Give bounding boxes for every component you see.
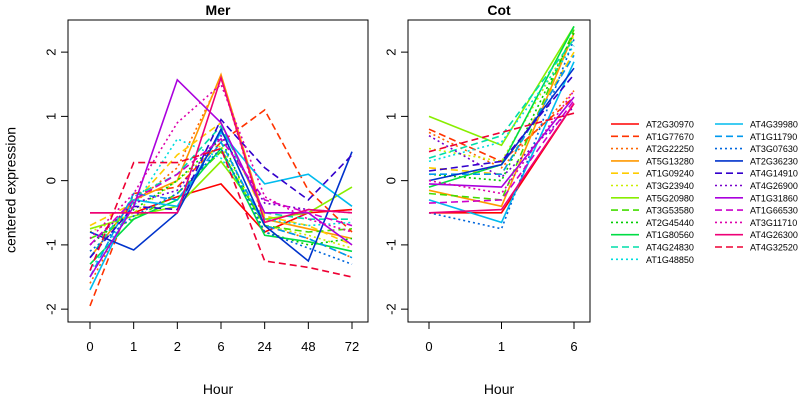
legend-label-at5g13280: AT5G13280	[646, 156, 694, 166]
mer-series-line-at1g48850	[89, 137, 353, 272]
legend-label-at4g39980: AT4G39980	[750, 120, 798, 130]
mer-series-line-at2g22250	[89, 75, 353, 284]
cot-series-line-at2g45440	[428, 32, 575, 182]
cot-chart-title: Cot	[487, 2, 511, 18]
mer-series-line-at4g39980	[89, 131, 353, 291]
cot-y-tick-label: 0	[383, 177, 398, 184]
cot-series-line-at4g14910	[428, 74, 575, 172]
mer-x-tick-label: 72	[345, 339, 359, 354]
cot-series-line-at4g39980	[428, 61, 575, 224]
cot-series-line-at2g30970	[429, 103, 575, 214]
mer-x-tick-label: 6	[217, 339, 224, 354]
legend-label-at3g23940: AT3G23940	[646, 181, 694, 191]
mer-x-axis-label: Hour	[203, 381, 234, 397]
legend-label-at1g09240: AT1G09240	[646, 169, 694, 179]
mer-y-tick-label: 1	[43, 113, 58, 120]
mer-series-line-at1g80560	[89, 147, 353, 265]
legend-label-at4g24830: AT4G24830	[646, 243, 694, 253]
mer-x-tick-label: 24	[257, 339, 271, 354]
mer-y-tick-label: 2	[43, 49, 58, 56]
cot-x-axis-label: Hour	[484, 381, 515, 397]
cot-x-tick-label: 1	[498, 339, 505, 354]
cot-plot-frame	[407, 19, 591, 323]
cot-y-tick-label: 1	[383, 113, 398, 120]
legend-label-at2g36230: AT2G36230	[750, 156, 798, 166]
cot-y-tick-label: -1	[383, 239, 398, 251]
legend-label-at2g22250: AT2G22250	[646, 144, 694, 154]
legend-label-at3g11710: AT3G11710	[750, 218, 797, 228]
cot-y-tick-label: 2	[383, 49, 398, 56]
cot-series-line-at4g32520	[428, 112, 575, 153]
panel-cot: Cot 0 1 6 Hour -2 -1 0 1 2	[383, 2, 591, 397]
mer-series-line-at4g32520	[89, 147, 353, 278]
mer-series-line-at4g24830	[89, 124, 352, 259]
mer-series-line-at1g11790	[89, 140, 353, 278]
legend-label-at1g80560: AT1G80560	[646, 230, 694, 240]
cot-series-line-at1g48850	[428, 45, 575, 163]
mer-plot-frame	[67, 19, 369, 323]
y-axis-label: centered expression	[3, 127, 19, 253]
legend-label-at1g31860: AT1G31860	[750, 193, 798, 203]
cot-series-line-at4g26300	[428, 103, 575, 214]
mer-series-line-at5g13280	[89, 72, 353, 259]
legend-label-at4g26900: AT4G26900	[750, 181, 798, 191]
cot-series-line-at1g31860	[428, 96, 575, 188]
mer-y-tick-label: 0	[43, 177, 58, 184]
mer-x-tick-label: 48	[301, 339, 315, 354]
legend-label-at1g66530: AT1G66530	[750, 206, 798, 216]
cot-series-line-at4g24830	[428, 38, 575, 159]
legend: AT2G30970 AT1G77670 AT2G22250 AT5G13280 AT1G…	[611, 120, 798, 265]
mer-series-line-at4g26300	[90, 75, 353, 224]
mer-series-line-at2g45440	[89, 137, 353, 246]
mer-x-tick-label: 1	[130, 339, 137, 354]
legend-label-at2g45440: AT2G45440	[646, 218, 694, 228]
cot-series-line-at3g23940	[428, 35, 575, 163]
legend-label-at1g11790: AT1G11790	[750, 132, 797, 142]
legend-label-at1g77670: AT1G77670	[646, 132, 694, 142]
cot-series-line-at2g36230	[428, 67, 575, 182]
legend-label-at4g26300: AT4G26300	[750, 230, 798, 240]
legend-label-at3g53580: AT3G53580	[646, 206, 694, 216]
panel-mer: Mer 0 1 2 6 24 48 72 Hour -2 -1 0 1 2	[43, 2, 369, 397]
mer-series-line-at2g36230	[89, 127, 353, 263]
cot-x-tick-label: 0	[425, 339, 432, 354]
cot-x-tick-label: 6	[570, 339, 577, 354]
cot-series-line-at1g66530	[428, 99, 575, 204]
legend-label-at3g07630: AT3G07630	[750, 144, 798, 154]
cot-series-line-at4g26900	[428, 106, 575, 179]
cot-y-tick-label: -2	[383, 303, 398, 315]
legend-label-at2g30970: AT2G30970	[646, 120, 694, 130]
legend-label-at5g20980: AT5G20980	[646, 193, 694, 203]
mer-series-line-at1g66530	[89, 137, 353, 246]
legend-label-at4g14910: AT4G14910	[750, 169, 798, 179]
mer-y-tick-label: -2	[43, 303, 58, 315]
mer-x-tick-label: 0	[86, 339, 93, 354]
cot-series-line-at5g20980	[428, 25, 575, 147]
cot-series-line-at1g11790	[429, 54, 575, 175]
cot-series-line-at1g77670	[428, 96, 575, 163]
legend-label-at4g32520: AT4G32520	[750, 243, 798, 253]
mer-x-tick-label: 2	[174, 339, 181, 354]
mer-chart-title: Mer	[206, 2, 231, 18]
cot-series-line-at1g80560	[428, 26, 575, 188]
mer-y-tick-label: -1	[43, 239, 58, 251]
y-axis-label-group: centered expression	[3, 127, 19, 253]
mer-series-line-at3g07630	[89, 147, 353, 265]
legend-label-at1g48850: AT1G48850	[646, 255, 694, 265]
